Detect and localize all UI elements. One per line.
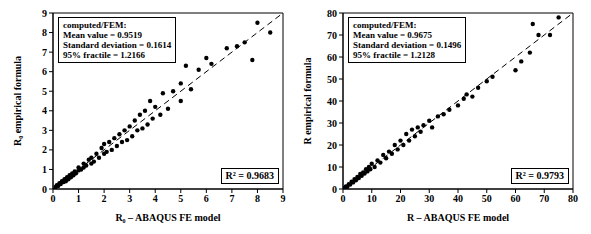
svg-text:30: 30	[424, 193, 434, 204]
svg-text:8: 8	[255, 193, 260, 204]
svg-text:5: 5	[178, 193, 183, 204]
svg-text:R empirical formula: R empirical formula	[302, 57, 313, 144]
html-text:computed/FEM:: computed/FEM:	[63, 20, 127, 30]
html-text:95% fractile = 1.2128: 95% fractile = 1.2128	[353, 50, 436, 60]
svg-text:20: 20	[327, 140, 337, 151]
svg-text:70: 70	[539, 193, 549, 204]
svg-text:3: 3	[42, 125, 47, 136]
svg-text:60: 60	[327, 52, 337, 63]
svg-text:50: 50	[482, 193, 492, 204]
svg-text:2: 2	[42, 144, 47, 155]
svg-text:5: 5	[42, 86, 47, 97]
svg-text:8: 8	[42, 27, 47, 38]
html-text:R² = 0.9793: R² = 0.9793	[515, 170, 564, 181]
svg-text:0: 0	[51, 193, 56, 204]
html-text:R² = 0.9683: R² = 0.9683	[225, 170, 274, 181]
svg-text:10: 10	[367, 193, 377, 204]
svg-text:0: 0	[42, 184, 47, 195]
svg-text:6: 6	[204, 193, 209, 204]
html-text:Mean value = 0.9519: Mean value = 0.9519	[63, 30, 143, 40]
html-text:Standard deviation = 0.1496: Standard deviation = 0.1496	[353, 40, 462, 50]
html-text:computed/FEM:: computed/FEM:	[353, 20, 417, 30]
html-text:95% fractile = 1.2166: 95% fractile = 1.2166	[63, 50, 146, 60]
svg-text:0: 0	[341, 193, 346, 204]
svg-text:9: 9	[281, 193, 286, 204]
svg-text:2: 2	[102, 193, 107, 204]
svg-text:10: 10	[327, 162, 337, 173]
svg-text:1: 1	[42, 164, 47, 175]
svg-text:6: 6	[42, 66, 47, 77]
svg-text:50: 50	[327, 74, 337, 85]
svg-text:1: 1	[76, 193, 81, 204]
svg-text:30: 30	[327, 118, 337, 129]
svg-text:20: 20	[396, 193, 406, 204]
html-text:Mean value = 0.9675: Mean value = 0.9675	[353, 30, 433, 40]
svg-text:R₀ empirical formula: R₀ empirical formula	[12, 56, 23, 146]
html-text:Standard deviation = 0.1614: Standard deviation = 0.1614	[63, 40, 172, 50]
svg-text:60: 60	[511, 193, 521, 204]
svg-text:0: 0	[332, 184, 337, 195]
svg-text:4: 4	[153, 193, 158, 204]
svg-text:70: 70	[327, 30, 337, 41]
svg-text:7: 7	[229, 193, 234, 204]
svg-text:4: 4	[42, 105, 47, 116]
svg-text:R – ABAQUS FE model: R – ABAQUS FE model	[407, 212, 509, 223]
svg-text:R₀ – ABAQUS FE model: R₀ – ABAQUS FE model	[115, 212, 220, 223]
svg-text:80: 80	[568, 193, 578, 204]
svg-text:40: 40	[327, 96, 337, 107]
svg-text:3: 3	[127, 193, 132, 204]
svg-text:80: 80	[327, 8, 337, 19]
svg-text:40: 40	[453, 193, 463, 204]
svg-text:9: 9	[42, 8, 47, 19]
svg-text:7: 7	[42, 47, 47, 58]
